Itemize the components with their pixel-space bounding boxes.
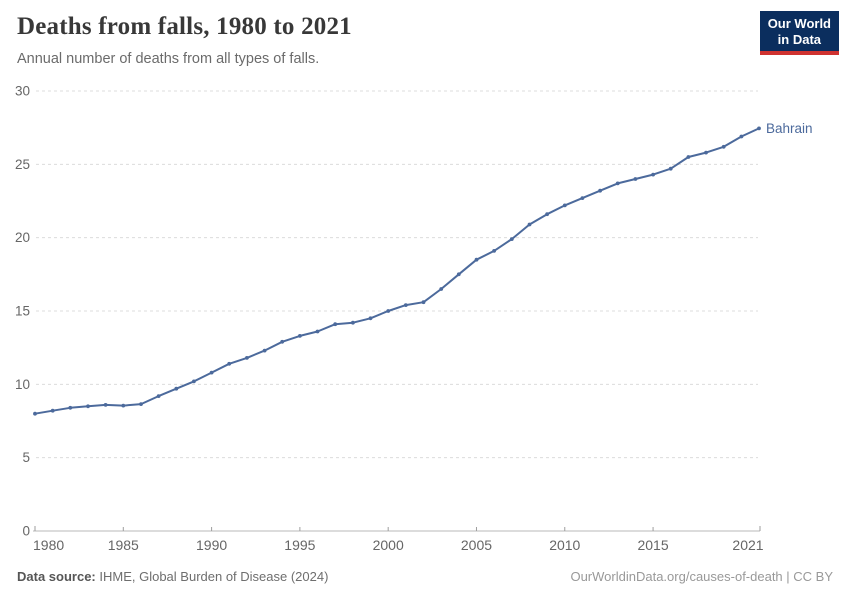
owid-logo[interactable]: Our World in Data — [759, 11, 839, 56]
credit-link[interactable]: OurWorldinData.org/causes-of-death | CC … — [570, 569, 833, 584]
y-axis-tick-label: 30 — [15, 84, 30, 99]
data-source-note: Data source: IHME, Global Burden of Dise… — [17, 569, 328, 584]
data-point-marker[interactable] — [315, 329, 320, 334]
data-point-marker[interactable] — [368, 316, 373, 321]
data-point-marker[interactable] — [545, 212, 549, 217]
x-axis-tick-label: 1985 — [108, 537, 139, 553]
data-point-marker[interactable] — [686, 155, 691, 159]
data-point-marker[interactable] — [668, 166, 673, 171]
y-axis-tick-label: 25 — [15, 157, 30, 172]
x-axis-tick-label: 1995 — [284, 537, 315, 553]
data-point-marker[interactable] — [721, 144, 726, 149]
data-point-marker[interactable] — [615, 181, 620, 186]
x-axis-tick-label: 2005 — [461, 537, 492, 553]
y-axis-tick-label: 10 — [15, 377, 30, 392]
owid-logo-line1: Our World — [767, 16, 831, 31]
data-point-marker[interactable] — [580, 196, 585, 201]
data-point-marker[interactable] — [227, 361, 232, 366]
data-point-marker[interactable] — [245, 356, 249, 360]
data-point-marker[interactable] — [351, 320, 355, 325]
data-point-marker[interactable] — [474, 257, 479, 262]
y-axis-tick-label: 15 — [15, 304, 30, 319]
data-point-marker[interactable] — [139, 402, 143, 406]
data-point-marker[interactable] — [633, 177, 638, 181]
chart-subtitle: Annual number of deaths from all types o… — [17, 51, 320, 67]
data-point-marker[interactable] — [192, 379, 196, 384]
data-point-marker[interactable] — [103, 403, 108, 407]
bahrain-line[interactable] — [34, 127, 760, 415]
data-point-marker[interactable] — [33, 411, 37, 416]
data-point-marker[interactable] — [262, 348, 267, 353]
data-point-marker[interactable] — [86, 404, 90, 409]
data-point-marker[interactable] — [651, 172, 655, 177]
data-point-marker[interactable] — [156, 394, 161, 398]
data-point-marker[interactable] — [439, 287, 444, 291]
x-axis-tick-label: 2021 — [732, 537, 763, 553]
data-point-marker[interactable] — [298, 334, 302, 338]
data-point-marker[interactable] — [509, 237, 514, 242]
data-point-marker[interactable] — [386, 309, 391, 313]
data-point-marker[interactable] — [757, 126, 761, 131]
data-point-marker[interactable] — [739, 134, 744, 139]
x-axis-tick-label: 1990 — [196, 537, 227, 553]
data-point-marker[interactable] — [704, 150, 708, 155]
data-point-marker[interactable] — [456, 272, 461, 277]
series-label-bahrain[interactable]: Bahrain — [766, 121, 813, 136]
data-point-marker[interactable] — [121, 403, 126, 408]
x-axis-tick-label: 2000 — [373, 537, 404, 553]
data-point-marker[interactable] — [492, 249, 496, 253]
data-source-text: IHME, Global Burden of Disease (2024) — [99, 569, 329, 584]
data-point-marker[interactable] — [280, 339, 285, 344]
data-point-marker[interactable] — [68, 405, 73, 410]
owid-logo-line2: in Data — [777, 31, 822, 47]
data-point-marker[interactable] — [562, 203, 567, 208]
data-point-marker[interactable] — [421, 300, 426, 305]
y-axis-tick-label: 20 — [15, 230, 30, 245]
x-axis-tick-label: 1980 — [33, 537, 64, 553]
data-point-marker[interactable] — [50, 408, 55, 413]
data-point-marker[interactable] — [174, 386, 179, 391]
data-source-label: Data source: — [17, 569, 96, 584]
y-axis-tick-label: 0 — [22, 524, 30, 539]
data-point-marker[interactable] — [598, 188, 602, 193]
data-point-marker[interactable] — [333, 322, 338, 327]
data-point-marker[interactable] — [527, 222, 532, 227]
x-axis-tick-label: 2010 — [549, 537, 580, 553]
page-title: Deaths from falls, 1980 to 2021 — [17, 13, 352, 40]
y-axis-tick-label: 5 — [22, 450, 30, 465]
data-point-marker[interactable] — [403, 303, 408, 307]
x-axis-tick-label: 2015 — [637, 537, 668, 553]
data-point-marker[interactable] — [209, 370, 214, 375]
